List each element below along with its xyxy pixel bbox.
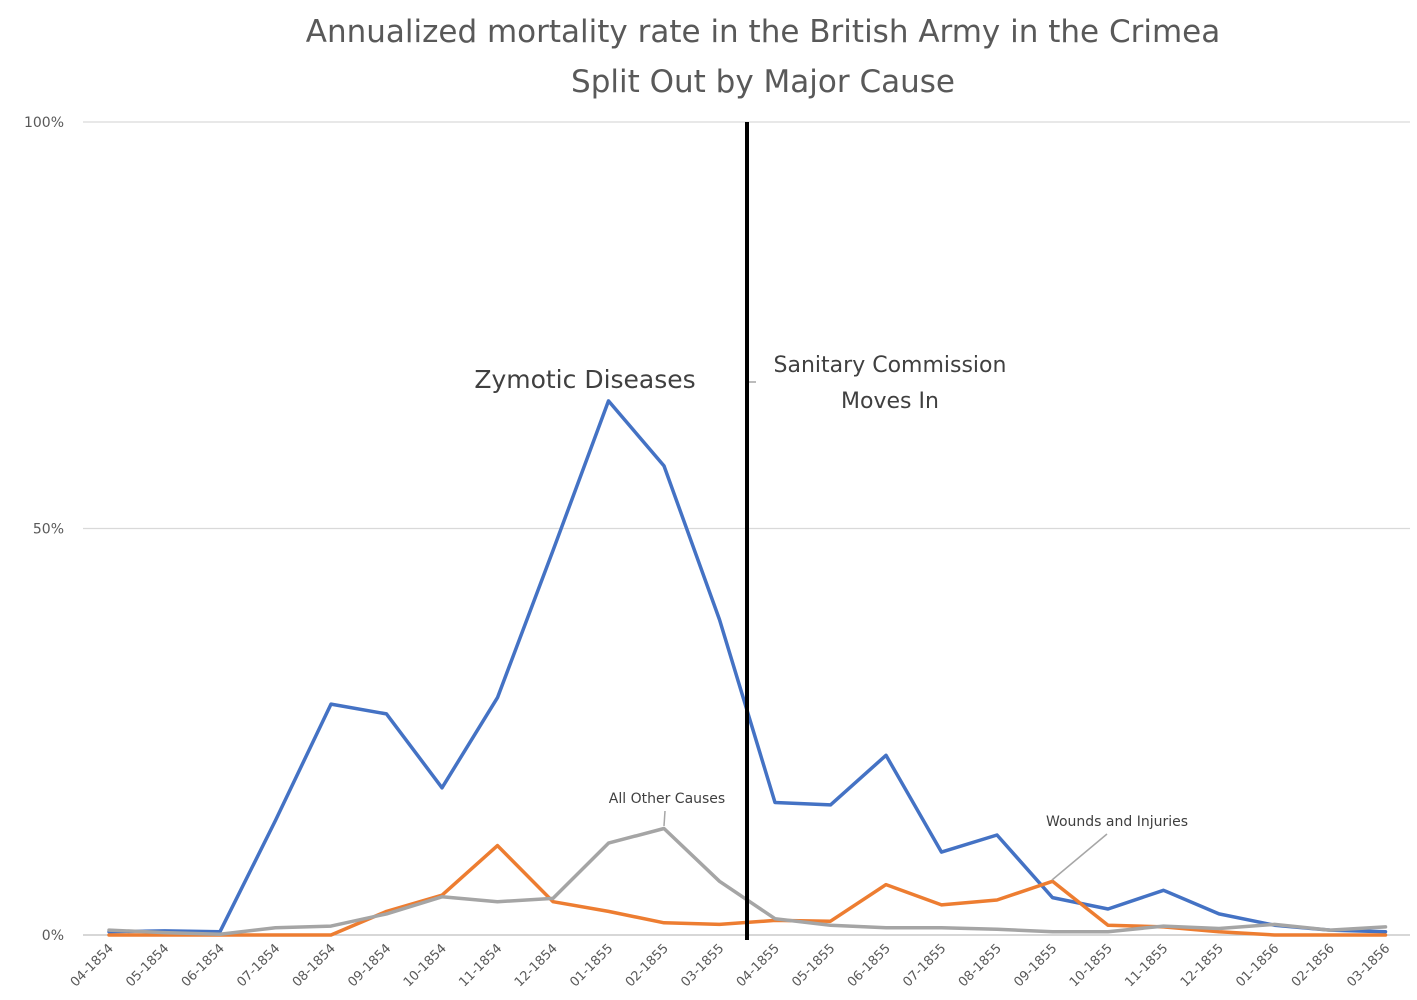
x-tick-label: 04-1855 bbox=[734, 941, 783, 990]
sanitary-commission-label-line2: Moves In bbox=[841, 389, 939, 414]
x-tick-label: 01-1856 bbox=[1233, 941, 1282, 990]
all-other-causes-label: All Other Causes bbox=[609, 791, 725, 807]
x-tick-label: 04-1854 bbox=[68, 941, 117, 990]
wounds-injuries-leader-line bbox=[1051, 833, 1108, 881]
chart-title: Annualized mortality rate in the British… bbox=[306, 14, 1221, 50]
zymotic-diseases-label: Zymotic Diseases bbox=[474, 365, 695, 394]
x-tick-label: 07-1855 bbox=[900, 941, 949, 990]
x-tick-label: 01-1855 bbox=[567, 941, 616, 990]
y-tick-label: 100% bbox=[24, 115, 64, 131]
x-tick-label: 09-1854 bbox=[345, 941, 394, 990]
x-axis-ticks: 04-1854 05-1854 06-1854 07-1854 08-1854 09-18… bbox=[68, 941, 1394, 990]
x-tick-label: 09-1855 bbox=[1011, 941, 1060, 990]
y-tick-label: 50% bbox=[33, 522, 64, 538]
x-tick-label: 11-1854 bbox=[456, 941, 505, 990]
x-tick-label: 08-1854 bbox=[290, 941, 339, 990]
x-tick-label: 11-1855 bbox=[1122, 941, 1171, 990]
x-tick-label: 06-1855 bbox=[845, 941, 894, 990]
y-tick-label: 0% bbox=[42, 928, 64, 944]
x-tick-label: 02-1856 bbox=[1289, 941, 1338, 990]
chart-subtitle: Split Out by Major Cause bbox=[571, 64, 955, 100]
x-tick-label: 12-1855 bbox=[1178, 941, 1227, 990]
x-tick-label: 03-1856 bbox=[1344, 941, 1393, 990]
x-tick-label: 08-1855 bbox=[956, 941, 1005, 990]
x-tick-label: 06-1854 bbox=[179, 941, 228, 990]
x-tick-label: 10-1855 bbox=[1067, 941, 1116, 990]
x-tick-label: 10-1854 bbox=[401, 941, 450, 990]
all-other-causes-leader-line bbox=[663, 810, 666, 827]
sanitary-commission-label-line1: Sanitary Commission bbox=[774, 353, 1007, 378]
x-tick-label: 05-1854 bbox=[123, 941, 172, 990]
x-tick-label: 12-1854 bbox=[512, 941, 561, 990]
x-tick-label: 07-1854 bbox=[234, 941, 283, 990]
x-tick-label: 05-1855 bbox=[789, 941, 838, 990]
wounds-injuries-label: Wounds and Injuries bbox=[1046, 814, 1188, 830]
x-tick-label: 02-1855 bbox=[623, 941, 672, 990]
y-axis-ticks: 0% 50% 100% bbox=[24, 115, 64, 944]
x-tick-label: 03-1855 bbox=[678, 941, 727, 990]
